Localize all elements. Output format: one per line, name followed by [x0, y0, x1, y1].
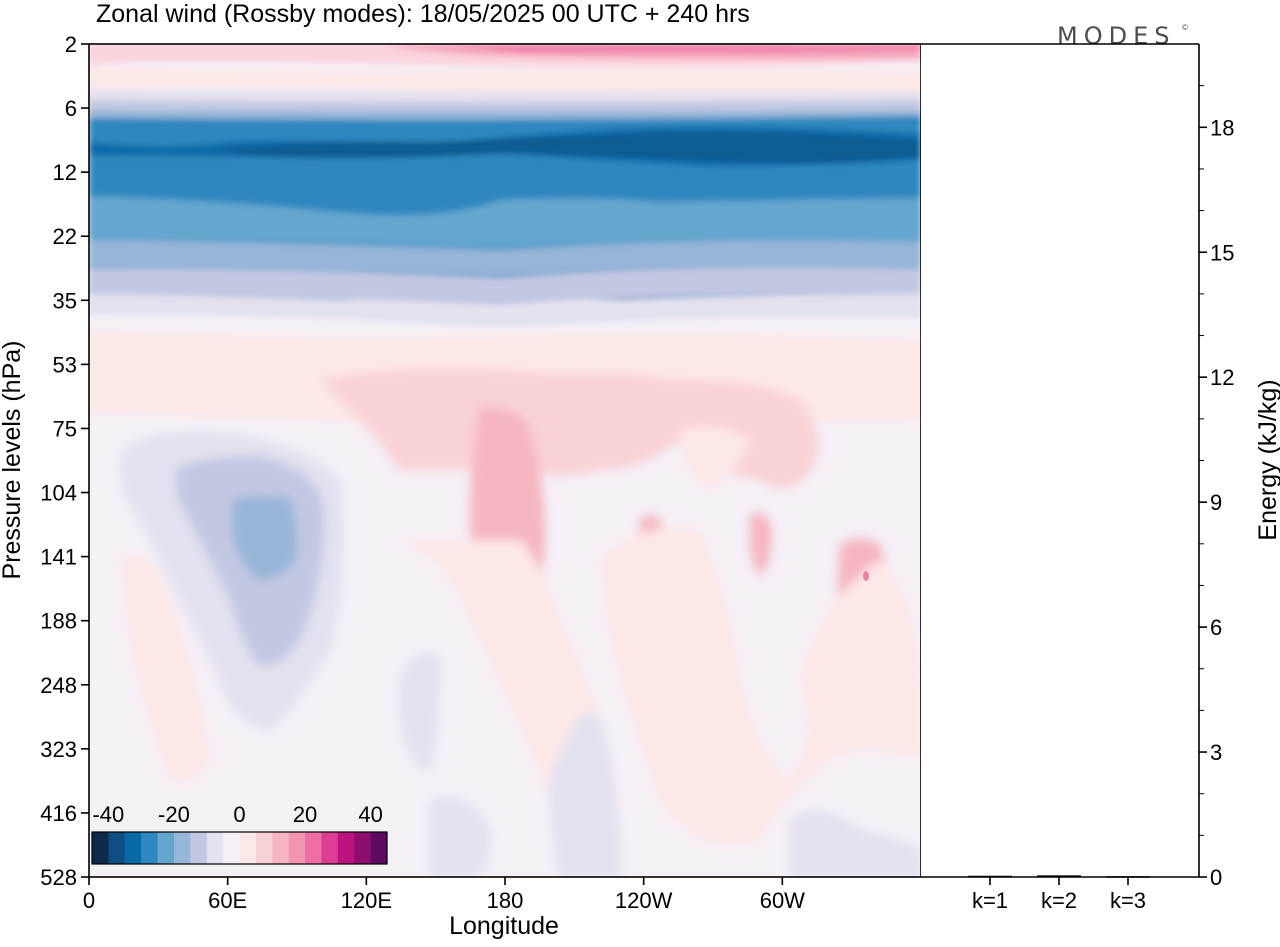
colorbar-swatch — [239, 832, 257, 864]
colorbar-swatch — [223, 832, 240, 864]
band-weak-negative — [89, 90, 921, 102]
energy-tick-label: 15 — [1210, 240, 1234, 265]
colorbar-swatch — [370, 832, 388, 864]
energy-category-label: k=2 — [1041, 888, 1077, 913]
longitude-tick-label: 120E — [341, 888, 392, 913]
colorbar-swatch — [272, 832, 290, 864]
pressure-tick-label: 35 — [53, 288, 77, 313]
energy-axis-label: Energy (kJ/kg) — [1254, 379, 1280, 540]
pressure-tick-label: 323 — [40, 737, 77, 762]
colorbar-tick-label: -40 — [92, 802, 124, 827]
longitude-tick-label: 60E — [208, 888, 247, 913]
band-negative-10b — [89, 267, 921, 306]
energy-tick-label: 6 — [1210, 615, 1222, 640]
pressure-tick-label: 75 — [53, 416, 77, 441]
pressure-tick-label: 104 — [40, 481, 77, 506]
colorbar-swatch — [190, 832, 208, 864]
colorbar-swatch — [92, 832, 109, 864]
colorbar-swatch — [321, 832, 339, 864]
longitude-tick-label: 120W — [615, 888, 673, 913]
colorbar-swatch — [206, 832, 224, 864]
energy-bars: k=1 k=2 k=3 — [968, 875, 1150, 913]
negative-surface-2 — [550, 712, 620, 877]
positive-peak-marker — [863, 571, 869, 581]
longitude-tick-label: 180 — [487, 888, 524, 913]
energy-tick-label: 12 — [1210, 365, 1234, 390]
colorbar-swatch — [157, 832, 175, 864]
pressure-tick-label: 53 — [53, 352, 77, 377]
negative-cell-core — [232, 496, 298, 580]
colorbar-tick-label: 20 — [293, 802, 317, 827]
troposphere-features — [119, 368, 921, 877]
energy-tick-label: 0 — [1210, 865, 1222, 890]
pressure-tick-label: 12 — [53, 160, 77, 185]
energy-axis: 0 3 6 9 12 15 18 — [1199, 85, 1234, 890]
colorbar-tick-label: 0 — [233, 802, 245, 827]
energy-category-label: k=3 — [1110, 888, 1146, 913]
band-negative-25b — [89, 118, 921, 144]
longitude-tick-label: 60W — [760, 888, 805, 913]
colorbar: -40 -20 0 20 40 — [91, 802, 388, 865]
colorbar-frame — [91, 831, 388, 865]
colorbar-swatch — [141, 832, 159, 864]
energy-bar — [1106, 876, 1150, 878]
logo-mark: © — [1182, 23, 1188, 32]
energy-bar — [968, 875, 1012, 878]
band-positive-max — [430, 44, 921, 53]
colorbar-swatch — [124, 832, 142, 864]
positive-tongue-left — [120, 555, 210, 783]
negative-surface-3 — [790, 812, 921, 877]
pressure-axis: 2 6 12 22 35 53 75 104 141 188 248 323 416 528 — [40, 32, 89, 890]
pressure-tick-label: 188 — [40, 609, 77, 634]
colorbar-swatch — [255, 832, 273, 864]
colorbar-swatch — [288, 832, 306, 864]
band-negative-15 — [89, 110, 921, 120]
colorbar-swatch — [354, 832, 372, 864]
pressure-tick-label: 528 — [40, 865, 77, 890]
pressure-tick-label: 141 — [40, 545, 77, 570]
positive-cell-100w — [749, 513, 772, 575]
band-negative-5 — [89, 293, 921, 328]
colorbar-tick-label: 40 — [358, 802, 382, 827]
longitude-axis: 0 60E 120E 180 120W 60W — [83, 877, 805, 913]
weak-pocket — [680, 426, 750, 490]
stratosphere-bands — [89, 44, 921, 425]
chart-title: Zonal wind (Rossby modes): 18/05/2025 00… — [96, 0, 750, 28]
longitude-axis-label: Longitude — [449, 912, 559, 940]
colorbar-swatch — [173, 832, 191, 864]
energy-category-label: k=1 — [972, 888, 1008, 913]
pressure-axis-label: Pressure levels (hPa) — [0, 341, 26, 580]
pressure-tick-label: 248 — [40, 673, 77, 698]
zonal-wind-heatmap — [89, 44, 921, 877]
negative-surface-1 — [430, 798, 490, 877]
energy-bar — [1037, 875, 1081, 877]
colorbar-swatch — [337, 832, 355, 864]
colorbar-tick-label: -20 — [158, 802, 190, 827]
band-negative-25c — [89, 166, 921, 214]
energy-tick-label: 9 — [1210, 490, 1222, 515]
pressure-tick-label: 2 — [65, 32, 77, 57]
longitude-tick-label: 0 — [83, 888, 95, 913]
positive-region-upper — [320, 368, 818, 488]
energy-panel-background — [921, 44, 1199, 877]
colorbar-swatch — [305, 832, 322, 864]
energy-tick-label: 3 — [1210, 740, 1222, 765]
band-negative-15b — [89, 240, 921, 276]
positive-tongue-right — [600, 528, 920, 845]
pressure-tick-label: 416 — [40, 801, 77, 826]
pressure-tick-label: 6 — [65, 96, 77, 121]
colorbar-swatch — [108, 832, 126, 864]
band-negative-35 — [220, 132, 921, 163]
band-weak-positive — [89, 66, 921, 93]
energy-tick-label: 18 — [1210, 115, 1234, 140]
band-negative-10 — [89, 100, 921, 111]
negative-surface-4 — [400, 653, 440, 770]
pressure-tick-label: 22 — [53, 224, 77, 249]
band-negative-20 — [89, 196, 921, 248]
